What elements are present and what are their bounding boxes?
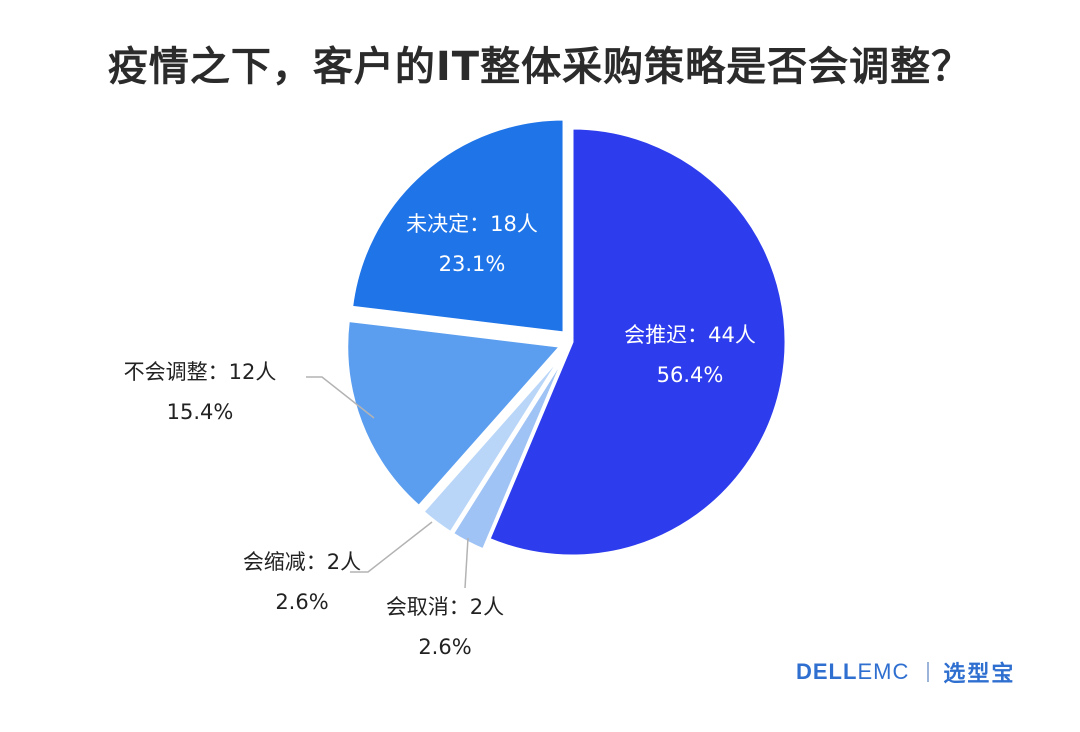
brand-divider — [927, 662, 930, 682]
slice-percent-label: 2.6% — [418, 635, 471, 659]
leader-line — [306, 376, 375, 419]
xuanxingbao-logo: 选型宝 — [943, 662, 1016, 687]
slice-percent-label: 56.4% — [657, 363, 724, 387]
slice-label: 会缩减：2人 — [243, 550, 361, 574]
chart-title: 疫情之下，客户的IT整体采购策略是否会调整？ — [107, 44, 973, 90]
slice-label: 会取消：2人 — [386, 595, 504, 619]
pie-slice — [345, 318, 564, 509]
brand-logo: DELL EMC 选型宝 — [796, 654, 1015, 690]
emc-logo: EMC — [857, 659, 910, 684]
slice-label: 不会调整：12人 — [124, 360, 277, 384]
pie-slice — [486, 126, 788, 558]
slice-percent-label: 2.6% — [275, 590, 328, 614]
slice-percent-label: 23.1% — [439, 252, 506, 276]
slice-label: 会推迟：44人 — [624, 323, 756, 347]
leader-line — [350, 521, 433, 573]
pie-slice — [349, 117, 566, 335]
pie-slice — [420, 350, 567, 535]
leader-line — [464, 537, 469, 589]
slice-label: 未决定：18人 — [406, 212, 538, 236]
slice-percent-label: 15.4% — [167, 400, 234, 424]
dell-logo: DELL — [796, 659, 858, 684]
